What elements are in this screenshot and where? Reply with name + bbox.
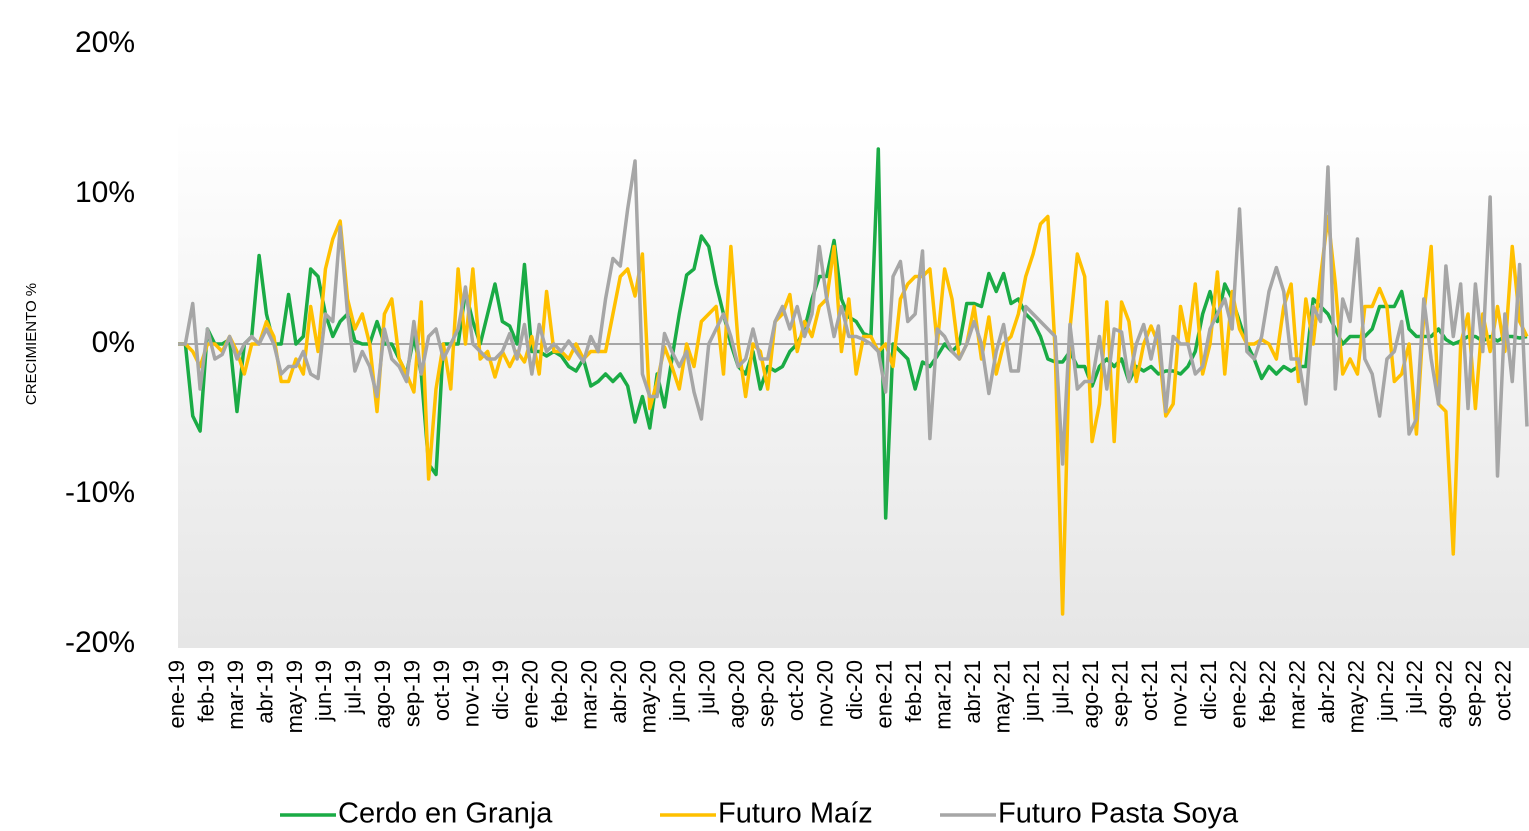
x-tick-label: oct-20 bbox=[783, 660, 808, 721]
x-tick-label: ene-22 bbox=[1225, 660, 1250, 729]
x-tick-label: mar-21 bbox=[930, 660, 955, 730]
x-tick-label: mar-22 bbox=[1284, 660, 1309, 730]
x-tick-label: ago-21 bbox=[1078, 660, 1103, 729]
x-tick-label: sep-20 bbox=[754, 660, 779, 727]
legend-label: Futuro Pasta Soya bbox=[998, 798, 1239, 830]
x-tick-label: dic-19 bbox=[488, 660, 513, 720]
x-tick-label: jul-22 bbox=[1402, 660, 1427, 715]
x-tick-label: oct-22 bbox=[1491, 660, 1516, 721]
x-tick-label: abr-19 bbox=[252, 660, 277, 724]
x-tick-label: jul-21 bbox=[1048, 660, 1073, 715]
x-tick-label: mar-20 bbox=[577, 660, 602, 730]
x-tick-label: feb-20 bbox=[547, 660, 572, 722]
x-tick-label: nov-19 bbox=[459, 660, 484, 727]
x-tick-label: may-22 bbox=[1343, 660, 1368, 733]
x-tick-label: abr-20 bbox=[606, 660, 631, 724]
x-tick-label: ene-20 bbox=[518, 660, 543, 729]
x-tick-label: ago-20 bbox=[724, 660, 749, 729]
x-tick-label: sep-21 bbox=[1107, 660, 1132, 727]
x-tick-label: ene-21 bbox=[871, 660, 896, 729]
series-line bbox=[178, 159, 1529, 478]
x-tick-label: abr-21 bbox=[960, 660, 985, 724]
x-tick-label: feb-19 bbox=[193, 660, 218, 722]
y-tick-label: 20% bbox=[75, 26, 135, 59]
legend-label: Cerdo en Granja bbox=[338, 798, 553, 830]
x-tick-label: feb-22 bbox=[1255, 660, 1280, 722]
y-axis-label: CRECIMIENTO % bbox=[23, 283, 40, 405]
y-tick-label: 10% bbox=[75, 176, 135, 209]
x-tick-label: feb-21 bbox=[901, 660, 926, 722]
x-tick-label: ene-19 bbox=[164, 660, 189, 729]
x-tick-label: jul-20 bbox=[695, 660, 720, 715]
x-tick-label: ago-22 bbox=[1432, 660, 1457, 729]
x-tick-label: jun-20 bbox=[665, 660, 690, 722]
x-tick-label: dic-21 bbox=[1196, 660, 1221, 720]
y-tick-label: -20% bbox=[65, 626, 135, 659]
x-tick-label: sep-19 bbox=[400, 660, 425, 727]
x-tick-label: dic-20 bbox=[842, 660, 867, 720]
x-tick-label: nov-21 bbox=[1166, 660, 1191, 727]
x-tick-label: jun-22 bbox=[1373, 660, 1398, 722]
x-tick-label: ago-19 bbox=[370, 660, 395, 729]
x-tick-label: oct-19 bbox=[429, 660, 454, 721]
x-tick-label: jun-21 bbox=[1019, 660, 1044, 722]
x-tick-label: sep-22 bbox=[1461, 660, 1486, 727]
x-tick-label: abr-22 bbox=[1314, 660, 1339, 724]
x-tick-label: may-19 bbox=[282, 660, 307, 733]
x-tick-label: oct-21 bbox=[1137, 660, 1162, 721]
x-tick-label: mar-19 bbox=[223, 660, 248, 730]
y-tick-label: 0% bbox=[92, 326, 135, 359]
x-tick-label: jun-19 bbox=[311, 660, 336, 722]
legend-label: Futuro Maíz bbox=[718, 798, 873, 830]
x-tick-label: nov-20 bbox=[813, 660, 838, 727]
y-tick-label: -10% bbox=[65, 476, 135, 509]
x-tick-label: may-21 bbox=[989, 660, 1014, 733]
x-tick-label: jul-19 bbox=[341, 660, 366, 715]
x-tick-label: may-20 bbox=[636, 660, 661, 733]
